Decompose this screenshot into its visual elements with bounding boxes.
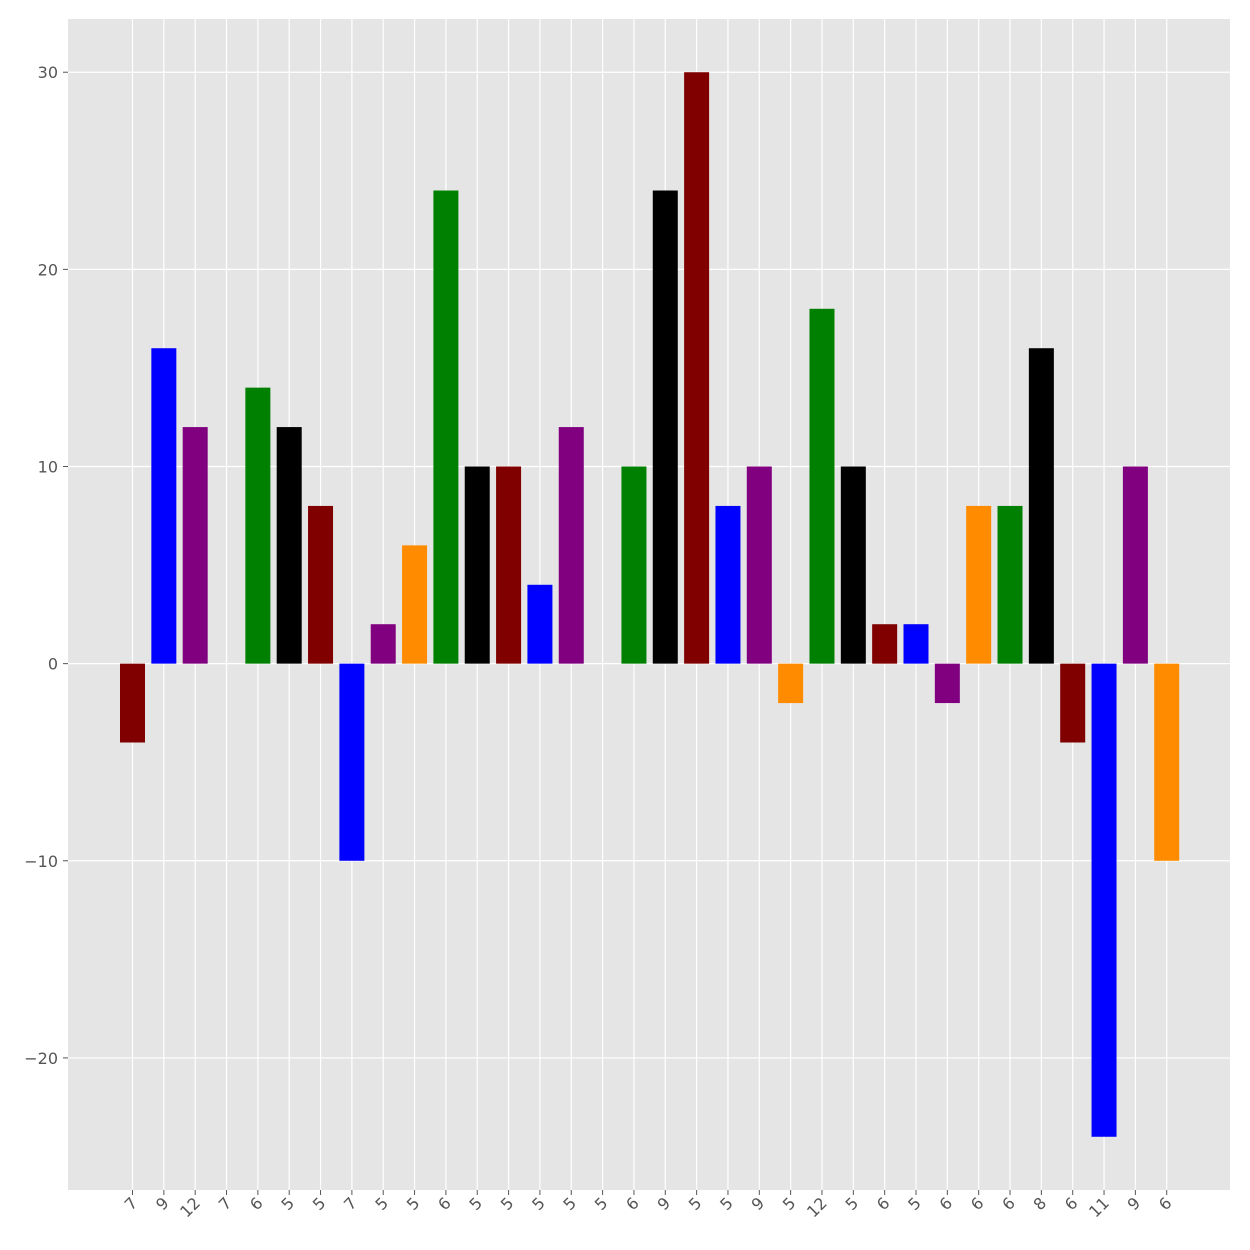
x-tick-label: 5 — [465, 1193, 486, 1214]
y-tick-label: 10 — [38, 458, 58, 477]
bar — [151, 348, 177, 664]
x-tick-label: 12 — [176, 1193, 204, 1221]
bar — [934, 663, 960, 704]
x-tick-label: 5 — [371, 1193, 392, 1214]
bar — [464, 466, 490, 664]
x-tick-label: 9 — [152, 1193, 173, 1214]
x-tick-label: 5 — [716, 1193, 737, 1214]
y-tick-label: −20 — [24, 1049, 58, 1068]
bar — [997, 505, 1023, 664]
bar — [402, 545, 428, 664]
bar — [370, 624, 396, 664]
x-tick-label: 6 — [998, 1193, 1019, 1214]
x-tick-label: 5 — [497, 1193, 518, 1214]
x-tick-label: 5 — [559, 1193, 580, 1214]
x-tick-label: 5 — [904, 1193, 925, 1214]
x-tick-label: 5 — [842, 1193, 863, 1214]
x-tick-label: 5 — [309, 1193, 330, 1214]
x-tick-label: 6 — [246, 1193, 267, 1214]
bar — [245, 387, 271, 664]
bar — [1122, 466, 1148, 664]
bar — [1154, 663, 1180, 861]
bar — [778, 663, 804, 704]
bar — [684, 72, 710, 664]
x-tick-label: 6 — [1155, 1193, 1176, 1214]
y-tick-label: −10 — [24, 852, 58, 871]
x-tick-label: 5 — [591, 1193, 612, 1214]
x-tick-label: 6 — [936, 1193, 957, 1214]
bar — [966, 505, 992, 664]
bar — [621, 466, 647, 664]
x-tick-label: 5 — [403, 1193, 424, 1214]
x-tick-label: 7 — [121, 1193, 142, 1214]
x-tick-label: 5 — [277, 1193, 298, 1214]
bar — [903, 624, 929, 664]
bar — [339, 663, 365, 861]
x-tick-label: 5 — [685, 1193, 706, 1214]
y-axis-ticks: −20 −10 0 10 20 30 — [24, 63, 68, 1068]
x-tick-label: 9 — [653, 1193, 674, 1214]
x-tick-label: 7 — [340, 1193, 361, 1214]
x-tick-label: 6 — [622, 1193, 643, 1214]
plot-area — [68, 19, 1230, 1190]
bar — [872, 624, 898, 664]
bar — [1028, 348, 1054, 664]
x-tick-label: 8 — [1030, 1193, 1051, 1214]
x-tick-label: 9 — [1124, 1193, 1145, 1214]
bar — [120, 663, 145, 743]
x-tick-label: 6 — [967, 1193, 988, 1214]
x-tick-label: 12 — [803, 1193, 831, 1221]
bar — [276, 427, 302, 664]
x-tick-label: 7 — [215, 1193, 236, 1214]
x-tick-label: 9 — [747, 1193, 768, 1214]
y-tick-label: 30 — [38, 63, 58, 82]
x-tick-label: 6 — [434, 1193, 455, 1214]
bar — [715, 505, 741, 664]
bar — [433, 190, 459, 664]
bar — [308, 505, 334, 664]
bars — [120, 72, 1180, 1137]
bar — [1060, 663, 1086, 743]
bar — [496, 466, 522, 664]
bar — [809, 308, 835, 664]
bar — [652, 190, 678, 664]
bar — [558, 427, 584, 664]
x-tick-label: 11 — [1085, 1193, 1113, 1221]
x-tick-label: 6 — [1061, 1193, 1082, 1214]
y-tick-label: 20 — [38, 260, 58, 279]
bar — [527, 584, 553, 664]
bar — [840, 466, 866, 664]
x-tick-label: 6 — [873, 1193, 894, 1214]
x-tick-label: 5 — [779, 1193, 800, 1214]
y-tick-label: 0 — [48, 655, 58, 674]
x-axis-ticks: 7 9 12 7 6 5 5 7 5 5 6 5 5 5 5 5 6 9 5 5 9 5 12 5 6 5 6 6 6 8 6 11 9 6 — [121, 1190, 1176, 1221]
x-tick-label: 5 — [528, 1193, 549, 1214]
bar — [746, 466, 772, 664]
bar — [1091, 663, 1117, 1137]
bar — [182, 427, 208, 664]
